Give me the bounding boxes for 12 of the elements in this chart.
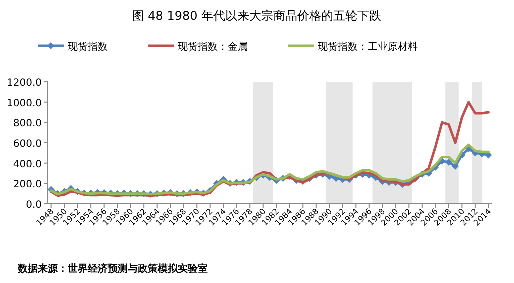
y-tick-label: 400.0 — [13, 159, 42, 170]
source-note: 数据来源：世界经济预测与政策模拟实验室 — [17, 263, 208, 275]
legend-label: 现货指数 — [68, 41, 108, 53]
y-tick-label: 600.0 — [13, 139, 42, 150]
legend-label: 现货指数：金属 — [178, 41, 248, 53]
y-tick-label: 1000.0 — [7, 98, 42, 110]
chart-title: 图 48 1980 年代以来大宗商品价格的五轮下跌 — [132, 9, 382, 23]
y-tick-label: 1200.0 — [7, 78, 42, 89]
y-tick-label: 0.0 — [26, 200, 42, 211]
legend-label: 现货指数：工业原材料 — [318, 41, 418, 53]
y-tick-label: 800.0 — [13, 118, 42, 130]
y-tick-label: 200.0 — [13, 180, 42, 191]
